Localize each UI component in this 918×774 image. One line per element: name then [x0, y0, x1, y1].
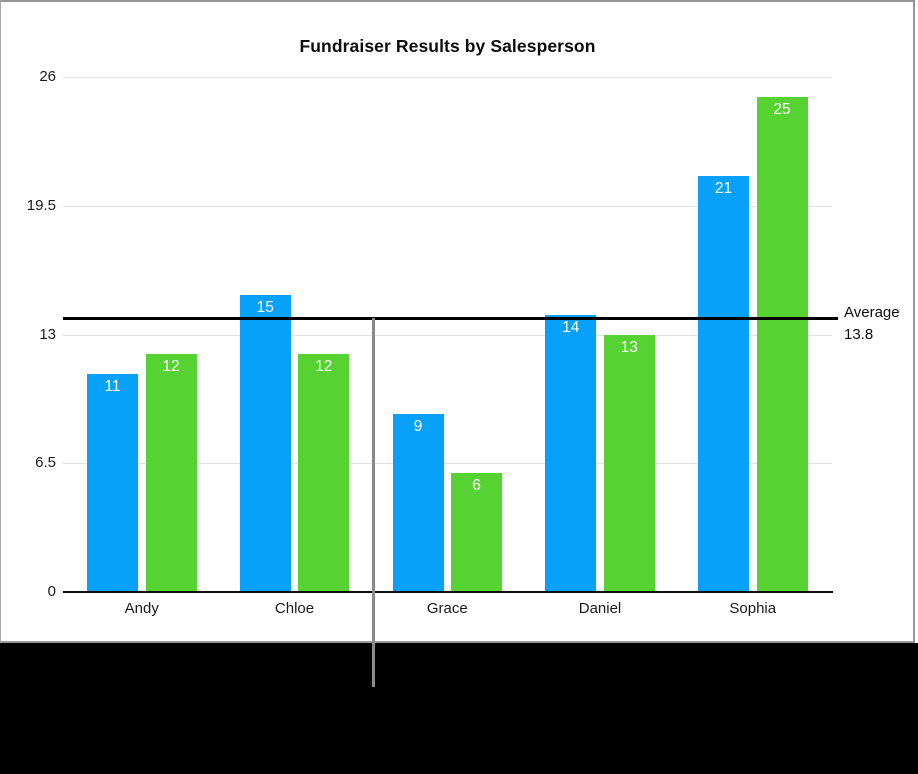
bar-green-daniel: 13 — [603, 334, 655, 592]
average-label-text: Average — [844, 304, 900, 321]
y-tick-label: 6.5 — [35, 454, 56, 472]
category-label-sophia: Sophia — [729, 600, 777, 617]
gridline — [63, 77, 832, 78]
bar-blue-sophia: 21 — [698, 176, 749, 592]
bar-value-label: 9 — [413, 417, 423, 435]
bar-value-label: 25 — [773, 100, 791, 118]
bar-value-label: 12 — [315, 358, 333, 376]
average-value-text: 13.8 — [844, 325, 874, 343]
average-line-label: Average 13.8 — [844, 302, 900, 345]
category-label-chloe: Chloe — [274, 600, 315, 617]
average-line — [63, 317, 838, 321]
gridline — [63, 206, 832, 207]
bar-value-label: 21 — [714, 180, 733, 198]
y-tick-label: 0 — [47, 583, 56, 600]
bar-value-label: 14 — [562, 318, 580, 336]
bar-green-grace: 6 — [451, 473, 502, 592]
chart-panel: Fundraiser Results by Salesperson 0 6.5 13… — [0, 0, 915, 643]
gridline — [63, 335, 832, 336]
gridline — [63, 463, 832, 464]
y-tick-label: 19.5 — [26, 196, 56, 214]
bar-blue-daniel: 14 — [545, 314, 597, 592]
category-label-grace: Grace — [426, 600, 468, 617]
bar-value-label: 12 — [162, 358, 180, 376]
bar-value-label: 15 — [256, 298, 274, 316]
bar-blue-chloe: 15 — [239, 294, 291, 592]
y-tick-label: 13 — [39, 325, 56, 343]
callout-line — [372, 318, 375, 687]
category-label-daniel: Daniel — [578, 600, 622, 617]
bar-blue-andy: 11 — [87, 374, 138, 592]
bar-value-label: 6 — [472, 477, 481, 495]
caption-area — [0, 643, 918, 774]
bar-green-sophia: 25 — [756, 96, 808, 592]
bar-green-chloe: 12 — [298, 354, 350, 592]
bar-value-label: 11 — [104, 378, 121, 396]
bar-value-label: 13 — [620, 338, 638, 356]
chart-title: Fundraiser Results by Salesperson — [299, 36, 596, 56]
category-label-andy: Andy — [124, 600, 159, 617]
bar-green-andy: 12 — [145, 354, 197, 592]
x-axis-line — [63, 591, 833, 593]
bar-blue-grace: 9 — [392, 413, 444, 592]
y-tick-label: 26 — [39, 68, 56, 85]
